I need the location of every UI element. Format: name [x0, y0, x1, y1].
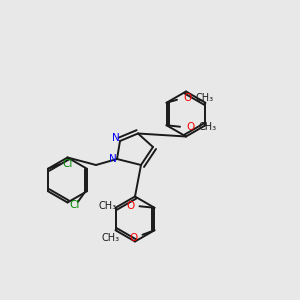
Text: O: O — [186, 122, 195, 132]
Text: N: N — [112, 133, 119, 143]
Text: CH₃: CH₃ — [102, 233, 120, 243]
Text: CH₃: CH₃ — [195, 93, 213, 103]
Text: N: N — [109, 154, 116, 164]
Text: CH₃: CH₃ — [198, 122, 216, 132]
Text: Cl: Cl — [62, 159, 73, 169]
Text: O: O — [183, 93, 192, 103]
Text: Cl: Cl — [70, 200, 80, 210]
Text: O: O — [129, 233, 138, 243]
Text: O: O — [126, 201, 135, 211]
Text: CH₃: CH₃ — [99, 201, 117, 211]
